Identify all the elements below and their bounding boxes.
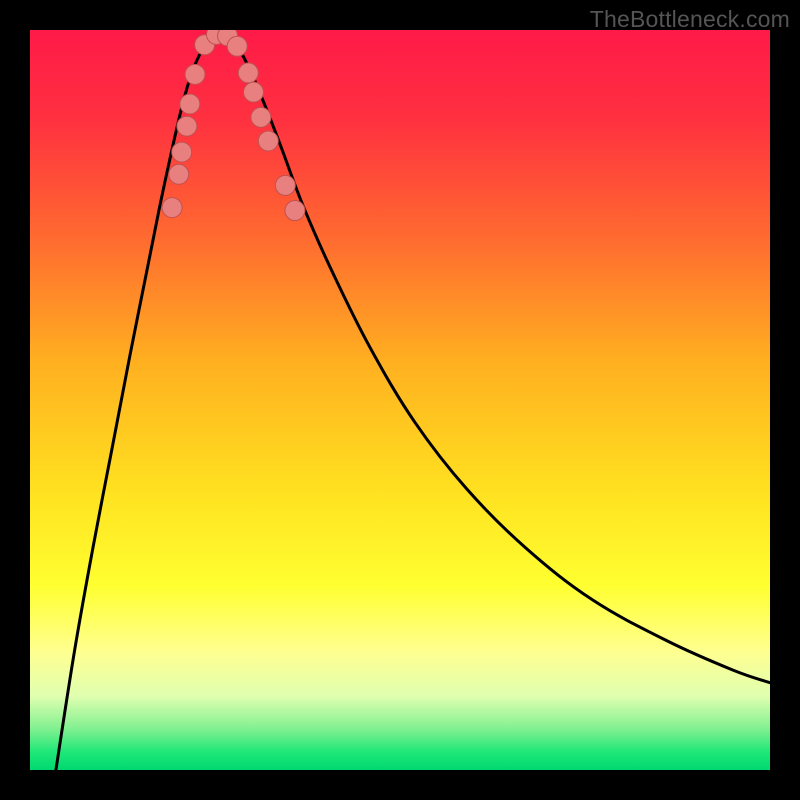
data-marker: [180, 94, 200, 114]
data-marker: [185, 64, 205, 84]
data-marker: [169, 164, 189, 184]
data-marker: [162, 198, 182, 218]
data-marker: [177, 116, 197, 136]
data-marker: [238, 63, 258, 83]
data-marker: [227, 36, 247, 56]
data-marker: [243, 82, 263, 102]
data-marker: [251, 107, 271, 127]
watermark-text: TheBottleneck.com: [590, 6, 790, 33]
data-marker: [285, 201, 305, 221]
data-marker: [172, 142, 192, 162]
bottleneck-chart: [30, 30, 770, 770]
chart-frame: TheBottleneck.com: [0, 0, 800, 800]
data-marker: [258, 131, 278, 151]
data-marker: [275, 175, 295, 195]
